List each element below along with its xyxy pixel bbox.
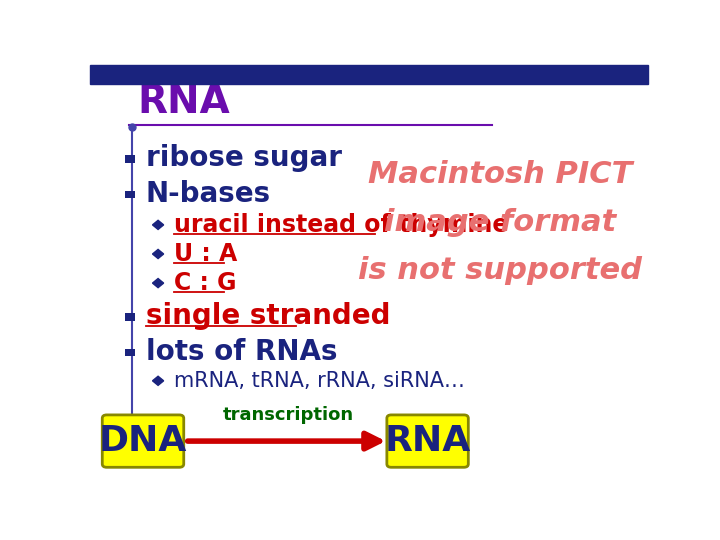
Polygon shape <box>153 376 163 386</box>
Text: C : G: C : G <box>174 271 236 295</box>
Text: mRNA, tRNA, rRNA, siRNA…: mRNA, tRNA, rRNA, siRNA… <box>174 371 464 391</box>
Bar <box>125 191 135 198</box>
Text: image format: image format <box>384 208 616 237</box>
Polygon shape <box>153 279 163 288</box>
Text: RNA: RNA <box>384 424 471 458</box>
Text: N-bases: N-bases <box>145 180 271 208</box>
Text: is not supported: is not supported <box>358 256 642 285</box>
Text: ribose sugar: ribose sugar <box>145 144 342 172</box>
Bar <box>90 65 648 84</box>
Bar <box>125 156 135 163</box>
Bar <box>125 349 135 356</box>
Text: RNA: RNA <box>138 83 230 121</box>
Text: lots of RNAs: lots of RNAs <box>145 338 337 366</box>
Text: DNA: DNA <box>99 424 187 458</box>
FancyBboxPatch shape <box>102 415 184 467</box>
Text: single stranded: single stranded <box>145 302 390 330</box>
Text: U : A: U : A <box>174 242 237 266</box>
Polygon shape <box>153 220 163 230</box>
Text: Macintosh PICT: Macintosh PICT <box>368 160 632 190</box>
Text: transcription: transcription <box>222 406 354 424</box>
Text: uracil instead of thymine: uracil instead of thymine <box>174 213 508 237</box>
Polygon shape <box>153 249 163 259</box>
Bar <box>125 313 135 321</box>
FancyBboxPatch shape <box>387 415 468 467</box>
